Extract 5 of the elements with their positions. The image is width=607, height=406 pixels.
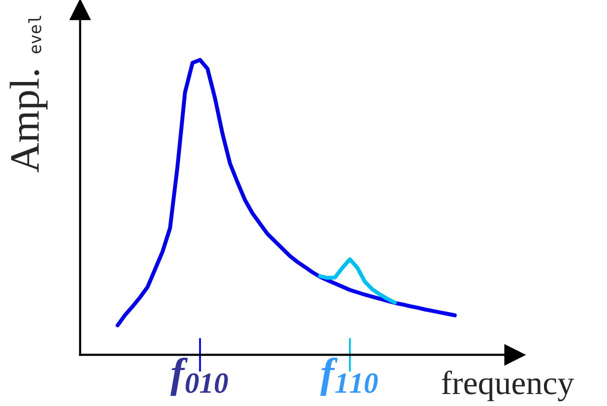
text: evel	[28, 16, 42, 54]
x-tick-label: f$_{010}$	[170, 358, 228, 396]
x-tick-label: f$_{110}$	[320, 358, 378, 396]
x-axis-title: frequency	[442, 370, 574, 402]
y-axis-title: Ampl.	[10, 70, 48, 172]
